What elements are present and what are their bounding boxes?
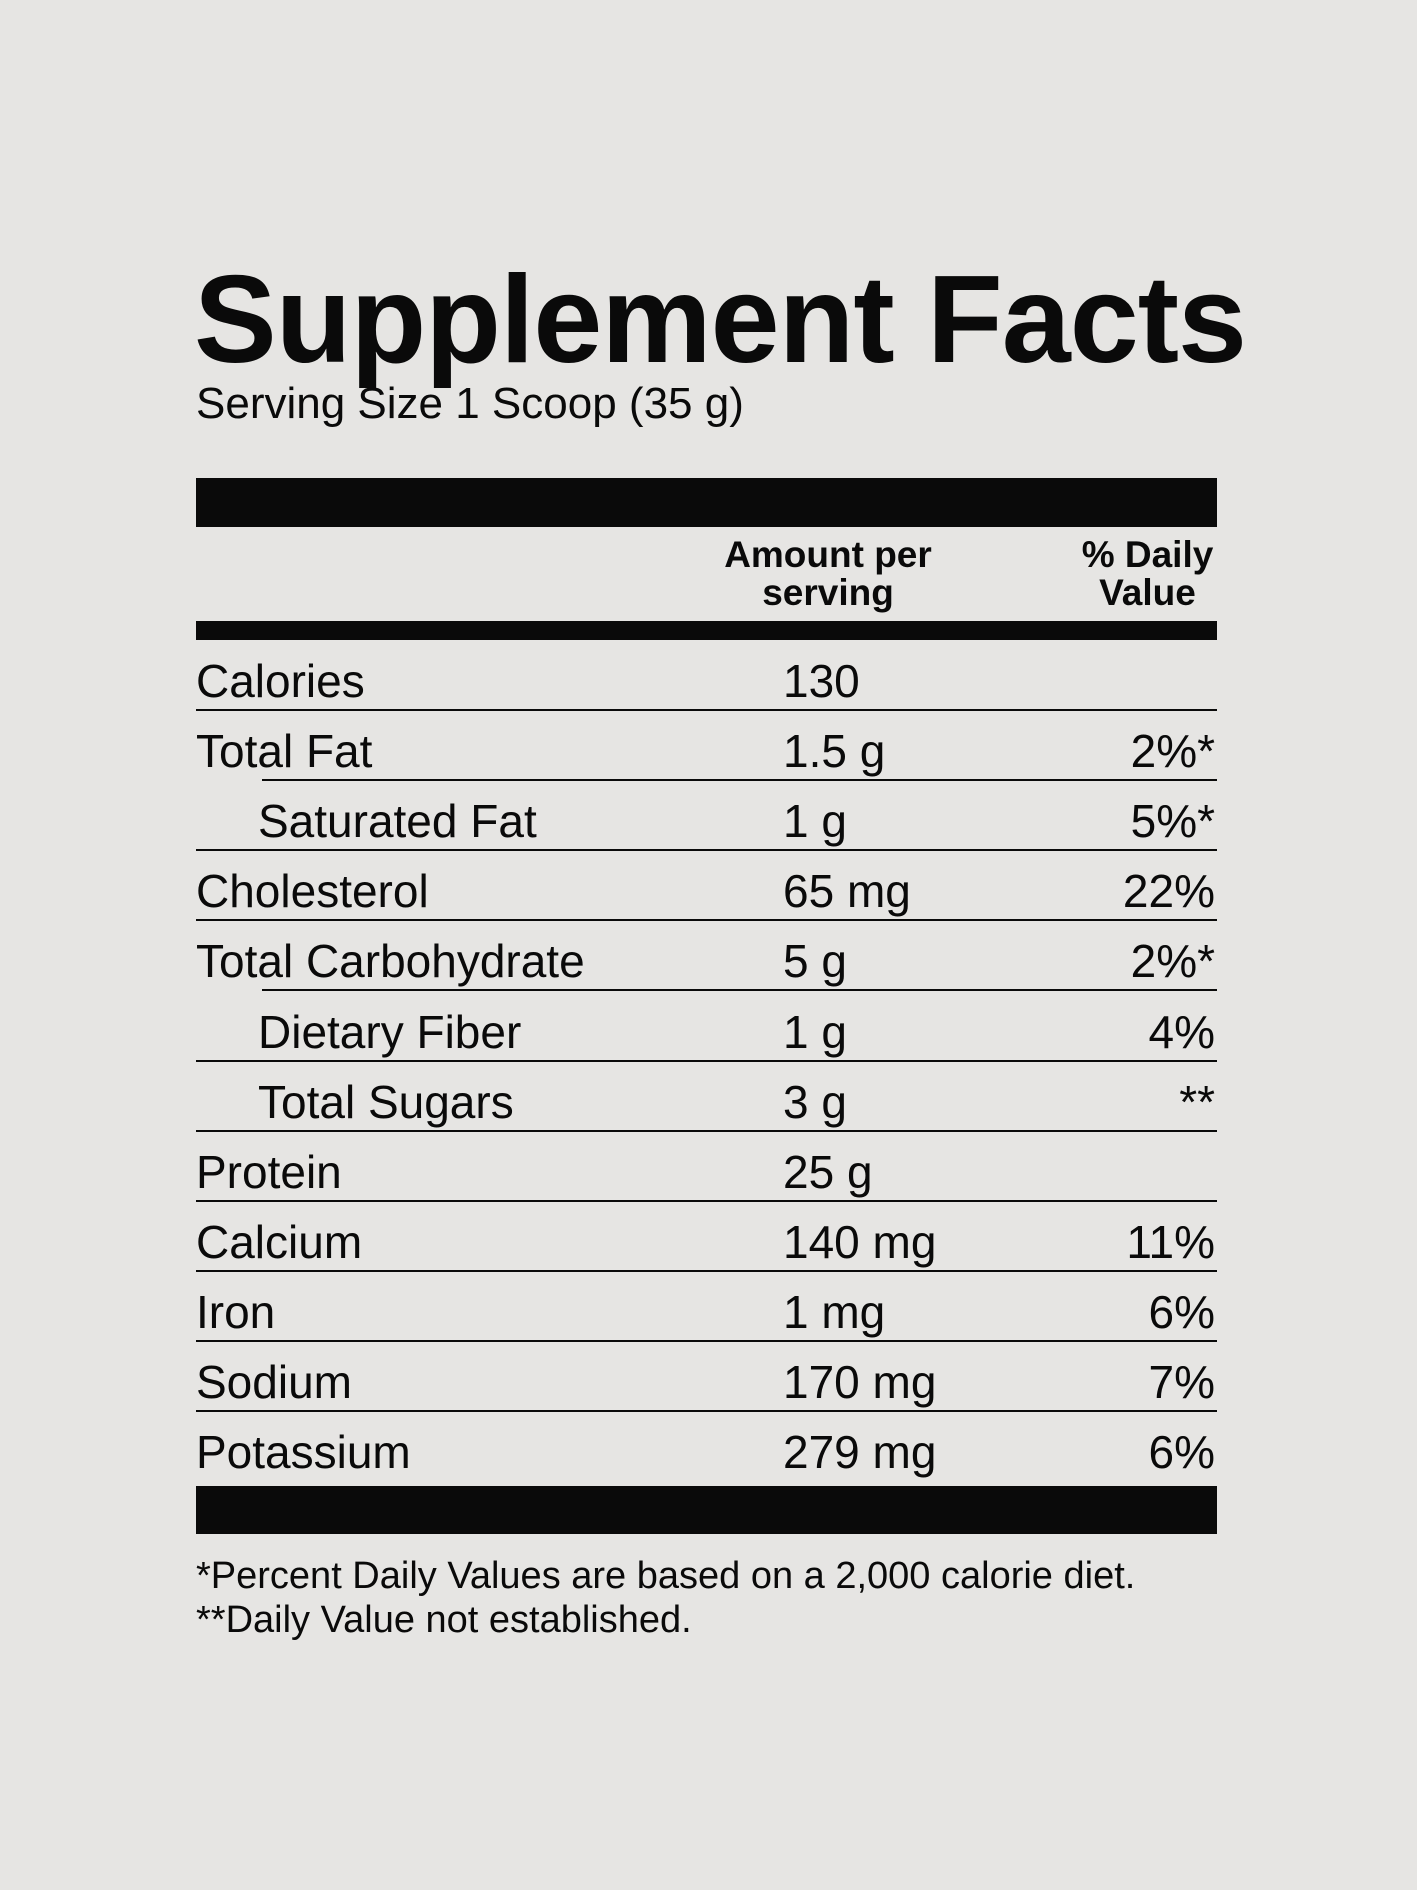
nutrient-label: Calories: [196, 655, 365, 707]
row-separator: [196, 1269, 1217, 1272]
row-separator: [196, 849, 1217, 852]
nutrient-label: Calcium: [196, 1215, 363, 1268]
nutrient-row: Saturated Fat 1 g 5%*: [196, 780, 1217, 852]
daily-value: **: [1179, 1075, 1215, 1128]
nutrient-amount: 5 g: [783, 935, 847, 988]
nutrient-amount: 1 g: [783, 1005, 847, 1058]
row-separator: [196, 709, 1217, 711]
nutrient-amount: 130: [783, 655, 860, 707]
row-separator: [196, 1199, 1217, 1202]
bottom-bar: [196, 1486, 1217, 1534]
nutrient-amount: 1.5 g: [783, 725, 886, 778]
daily-value: 5%*: [1130, 795, 1215, 848]
amount-header: Amount per serving: [724, 534, 932, 613]
nutrient-amount: 140 mg: [783, 1215, 937, 1268]
nutrient-row: Calcium 140 mg 11%: [196, 1201, 1217, 1272]
footnote: *Percent Daily Values are based on a 2,0…: [196, 1555, 1136, 1597]
nutrient-row: Total Sugars 3 g **: [196, 1061, 1217, 1132]
nutrient-label: Saturated Fat: [258, 795, 537, 848]
nutrient-label: Cholesterol: [196, 865, 429, 918]
daily-value: 4%: [1148, 1005, 1215, 1058]
daily-value: 6%: [1148, 1426, 1215, 1479]
nutrient-label: Total Sugars: [258, 1075, 514, 1128]
nutrient-row: Calories 130: [196, 640, 1217, 711]
row-separator: [196, 1410, 1217, 1412]
nutrient-amount: 170 mg: [783, 1356, 937, 1408]
nutrient-amount: 65 mg: [783, 865, 911, 918]
nutrient-row: Total Carbohydrate 5 g 2%*: [196, 920, 1217, 992]
nutrient-label: Dietary Fiber: [258, 1005, 522, 1058]
daily-value-header: % Daily Value: [1081, 534, 1214, 613]
nutrient-amount: 1 g: [783, 795, 847, 848]
row-separator: [196, 919, 1217, 922]
row-separator: [262, 989, 1217, 992]
nutrient-label: Sodium: [196, 1356, 352, 1408]
daily-value: 22%: [1122, 865, 1215, 918]
daily-value: 11%: [1126, 1215, 1215, 1268]
nutrient-row: Total Fat 1.5 g 2%*: [196, 710, 1217, 782]
row-separator: [196, 1059, 1217, 1062]
daily-value: 2%*: [1130, 935, 1215, 988]
nutrient-amount: 1 mg: [783, 1285, 886, 1338]
footnote: **Daily Value not established.: [196, 1599, 692, 1641]
nutrient-row: Potassium 279 mg 6%: [196, 1411, 1217, 1481]
nutrient-row: Protein 25 g: [196, 1131, 1217, 1202]
nutrient-row: Cholesterol 65 mg 22%: [196, 850, 1217, 922]
nutrient-amount: 279 mg: [783, 1426, 937, 1479]
nutrient-amount: 25 g: [783, 1145, 873, 1198]
daily-value: 2%*: [1130, 725, 1215, 778]
row-separator: [262, 779, 1217, 782]
daily-value: 6%: [1148, 1285, 1215, 1338]
row-separator: [196, 1129, 1217, 1132]
nutrient-amount: 3 g: [783, 1075, 847, 1128]
top-bar: [196, 478, 1217, 527]
title: Supplement Facts: [194, 251, 1247, 389]
header-bar: [196, 621, 1217, 640]
nutrient-label: Potassium: [196, 1426, 411, 1479]
row-separator: [196, 1339, 1217, 1342]
nutrient-label: Protein: [196, 1145, 342, 1198]
nutrient-row: Iron 1 mg 6%: [196, 1271, 1217, 1342]
serving-size: Serving Size 1 Scoop (35 g): [196, 379, 744, 428]
nutrient-label: Total Fat: [196, 725, 373, 778]
nutrient-row: Dietary Fiber 1 g 4%: [196, 991, 1217, 1062]
nutrient-label: Total Carbohydrate: [196, 935, 585, 988]
nutrient-label: Iron: [196, 1285, 276, 1338]
nutrient-row: Sodium 170 mg 7%: [196, 1341, 1217, 1412]
daily-value: 7%: [1148, 1356, 1215, 1408]
